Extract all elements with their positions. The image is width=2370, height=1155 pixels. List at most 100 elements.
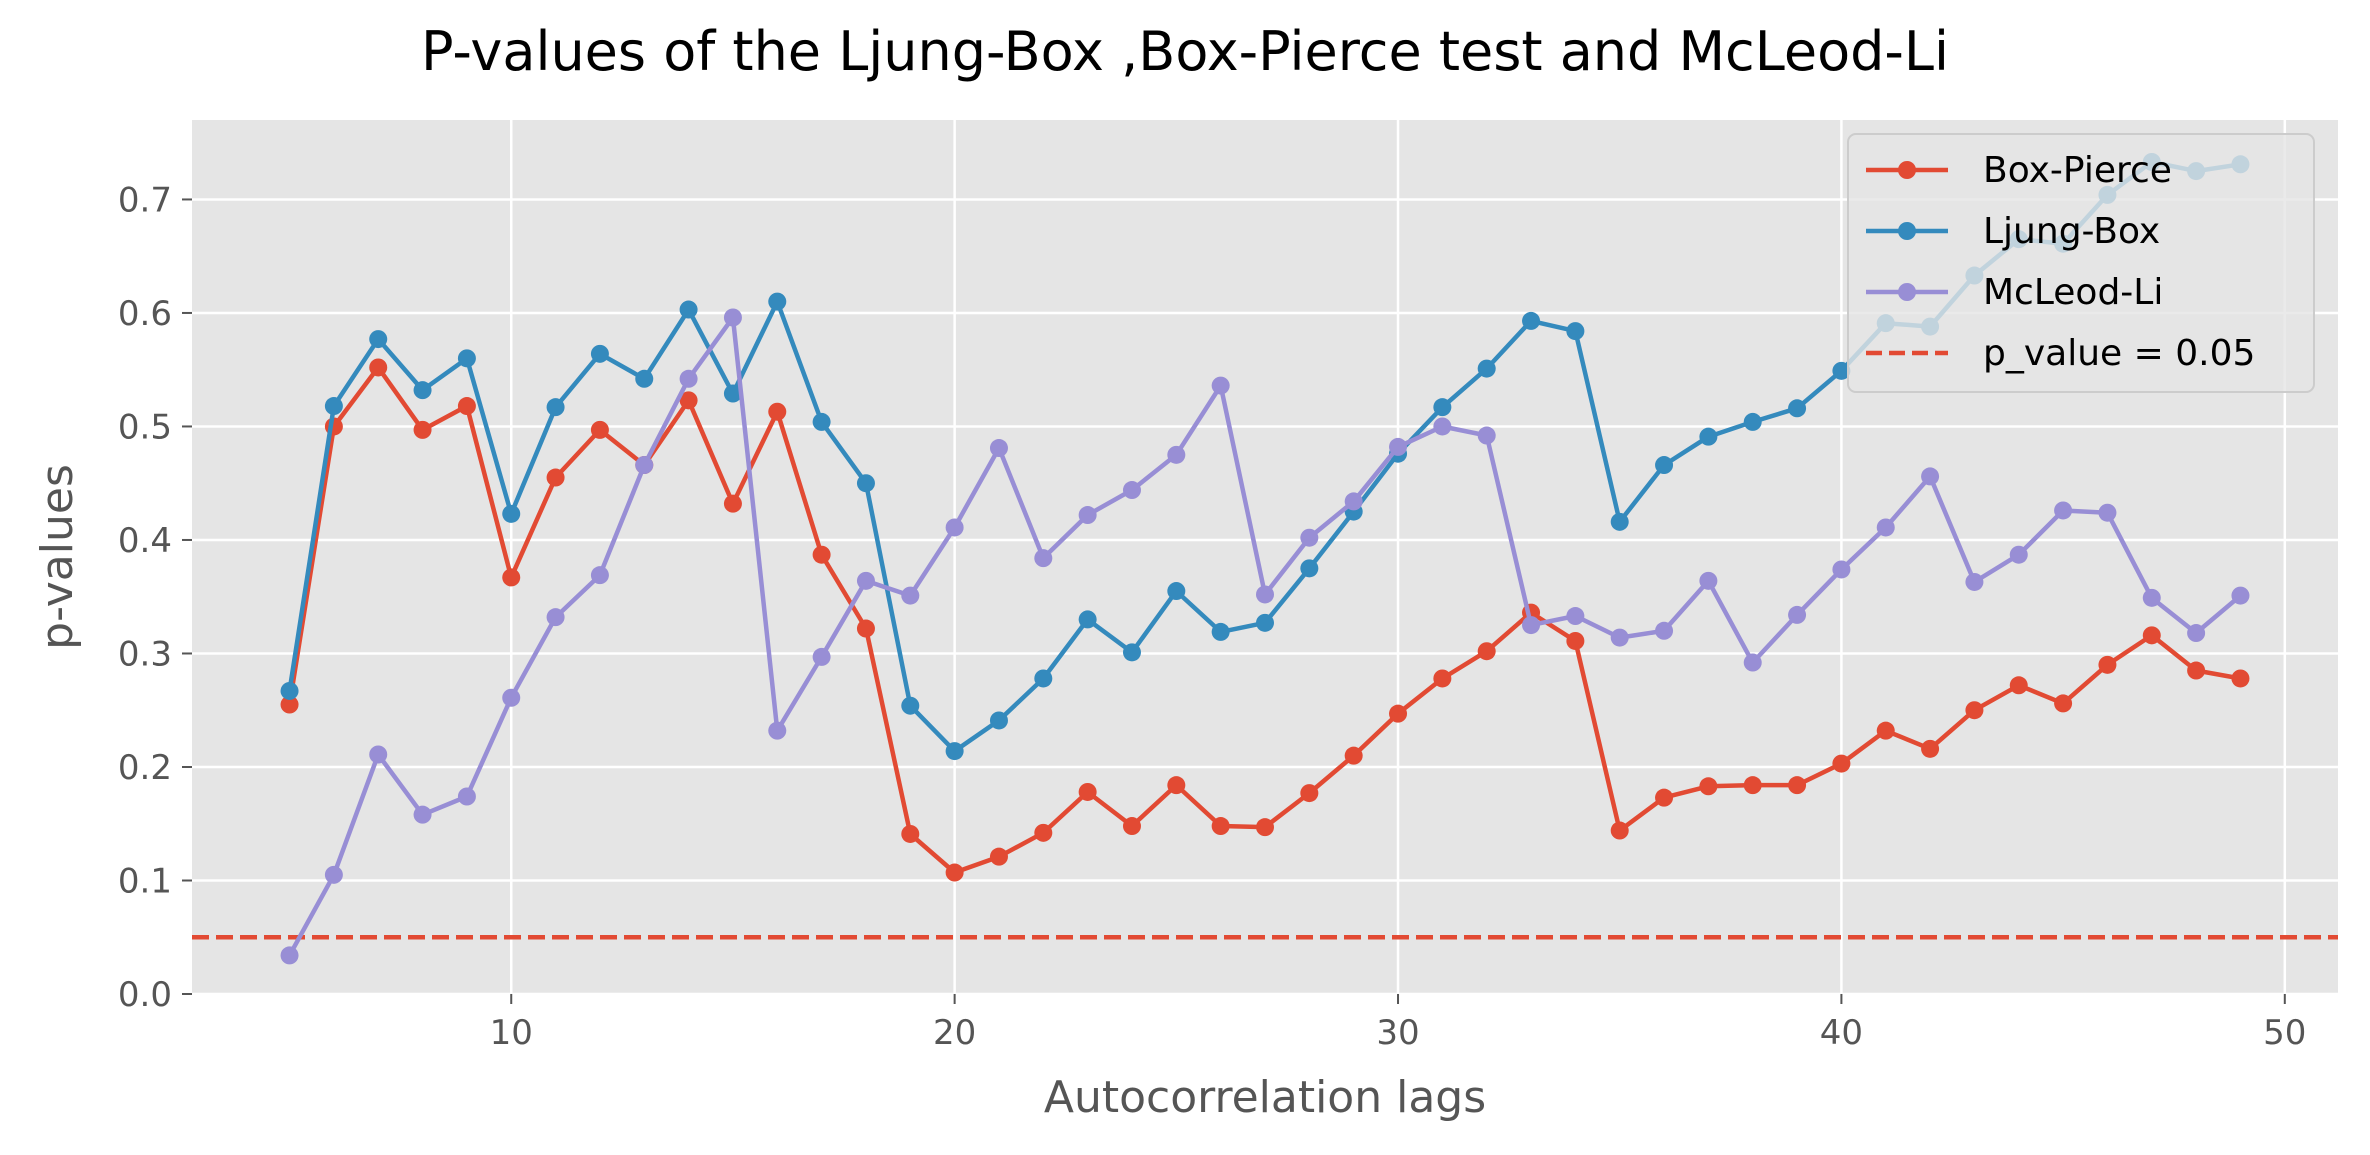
data-point xyxy=(324,397,343,416)
x-tick-label: 10 xyxy=(490,1013,533,1053)
series-box-pierce xyxy=(280,358,2250,882)
data-point xyxy=(2187,661,2206,680)
legend: Box-Pierce Ljung-Box McLeod-Li p_value = 0.… xyxy=(1847,133,2315,393)
data-point xyxy=(679,300,698,319)
data-point xyxy=(1167,776,1186,795)
data-point xyxy=(1433,669,1452,688)
data-point xyxy=(1034,823,1053,842)
y-tick-label: 0.1 xyxy=(118,861,172,901)
legend-entry: Box-Pierce xyxy=(1866,150,2172,191)
data-point xyxy=(369,358,388,377)
data-point xyxy=(590,566,609,585)
data-point xyxy=(1655,621,1674,640)
chart-title: P-values of the Ljung-Box ,Box-Pierce te… xyxy=(421,20,1949,83)
legend-entry: McLeod-Li xyxy=(1866,272,2163,313)
data-point xyxy=(1522,616,1541,635)
x-axis-label: Autocorrelation lags xyxy=(1044,1072,1486,1123)
data-point xyxy=(1832,754,1851,773)
data-point xyxy=(1122,481,1141,500)
axis-ticks: 10 20 30 40 50 0.0 0.1 0.2 0.3 0.4 0.5 0.6 0.7 xyxy=(118,180,2307,1053)
data-point xyxy=(1566,631,1585,650)
data-point xyxy=(502,504,521,523)
data-point xyxy=(901,696,920,715)
data-point xyxy=(1477,426,1496,445)
data-point xyxy=(1743,653,1762,672)
data-point xyxy=(768,721,787,740)
data-point xyxy=(1078,506,1097,525)
data-point xyxy=(590,344,609,363)
legend-marker xyxy=(1898,161,1916,179)
data-point xyxy=(1211,817,1230,836)
data-point xyxy=(280,681,299,700)
data-point xyxy=(1389,704,1408,723)
data-point xyxy=(901,824,920,843)
legend-label: McLeod-Li xyxy=(1983,272,2163,313)
series-mcleod-li xyxy=(280,308,2250,965)
data-point xyxy=(1699,777,1718,796)
y-tick-label: 0.2 xyxy=(118,748,172,788)
data-point xyxy=(2009,676,2028,695)
data-point xyxy=(457,787,476,806)
data-point xyxy=(502,568,521,587)
data-point xyxy=(1965,572,1984,591)
data-point xyxy=(635,456,654,475)
data-point xyxy=(2009,545,2028,564)
data-point xyxy=(812,647,831,666)
data-point xyxy=(1344,746,1363,765)
legend-entry: p_value = 0.05 xyxy=(1866,333,2255,374)
y-tick-label: 0.3 xyxy=(118,634,172,674)
data-point xyxy=(457,349,476,368)
data-point xyxy=(1256,818,1274,837)
legend-label: Box-Pierce xyxy=(1983,150,2172,191)
data-point xyxy=(2054,694,2073,713)
data-point xyxy=(2231,669,2250,688)
data-point xyxy=(2142,626,2161,645)
data-point xyxy=(1078,782,1097,801)
data-point xyxy=(1876,721,1895,740)
data-point xyxy=(1078,610,1097,629)
data-point xyxy=(1832,361,1851,380)
data-point xyxy=(546,398,565,417)
data-point xyxy=(856,571,875,590)
data-point xyxy=(1566,322,1585,341)
data-point xyxy=(2054,501,2073,520)
data-point xyxy=(2231,586,2250,605)
y-tick-label: 0.7 xyxy=(118,180,172,220)
data-point xyxy=(1699,571,1718,590)
data-point xyxy=(1522,311,1541,330)
legend-label: Ljung-Box xyxy=(1983,211,2160,252)
data-point xyxy=(1122,817,1141,836)
data-point xyxy=(1699,427,1718,446)
data-point xyxy=(1300,559,1319,578)
series-group xyxy=(280,152,2250,965)
data-point xyxy=(989,847,1008,866)
data-point xyxy=(1211,376,1230,395)
data-point xyxy=(723,384,742,403)
data-point xyxy=(2187,624,2206,643)
data-point xyxy=(1211,622,1230,641)
legend-marker xyxy=(1898,222,1916,240)
x-tick-label: 20 xyxy=(933,1013,976,1053)
data-point xyxy=(945,742,964,761)
legend-marker xyxy=(1898,283,1916,301)
data-point xyxy=(635,369,654,388)
data-point xyxy=(679,369,698,388)
data-point xyxy=(1433,417,1452,436)
data-point xyxy=(1876,518,1895,537)
data-point xyxy=(1167,445,1186,464)
data-point xyxy=(1610,512,1629,531)
data-point xyxy=(1610,821,1629,840)
data-point xyxy=(2098,655,2117,674)
y-tick-label: 0.5 xyxy=(118,407,172,447)
y-tick-label: 0.6 xyxy=(118,294,172,334)
data-point xyxy=(1300,528,1319,547)
data-point xyxy=(679,391,698,410)
x-tick-label: 40 xyxy=(1820,1013,1863,1053)
data-point xyxy=(590,420,609,439)
data-point xyxy=(1256,585,1274,604)
y-axis-label: p-values xyxy=(32,464,83,650)
data-point xyxy=(280,946,299,965)
data-point xyxy=(1655,788,1674,807)
legend-entry: Ljung-Box xyxy=(1866,211,2160,252)
